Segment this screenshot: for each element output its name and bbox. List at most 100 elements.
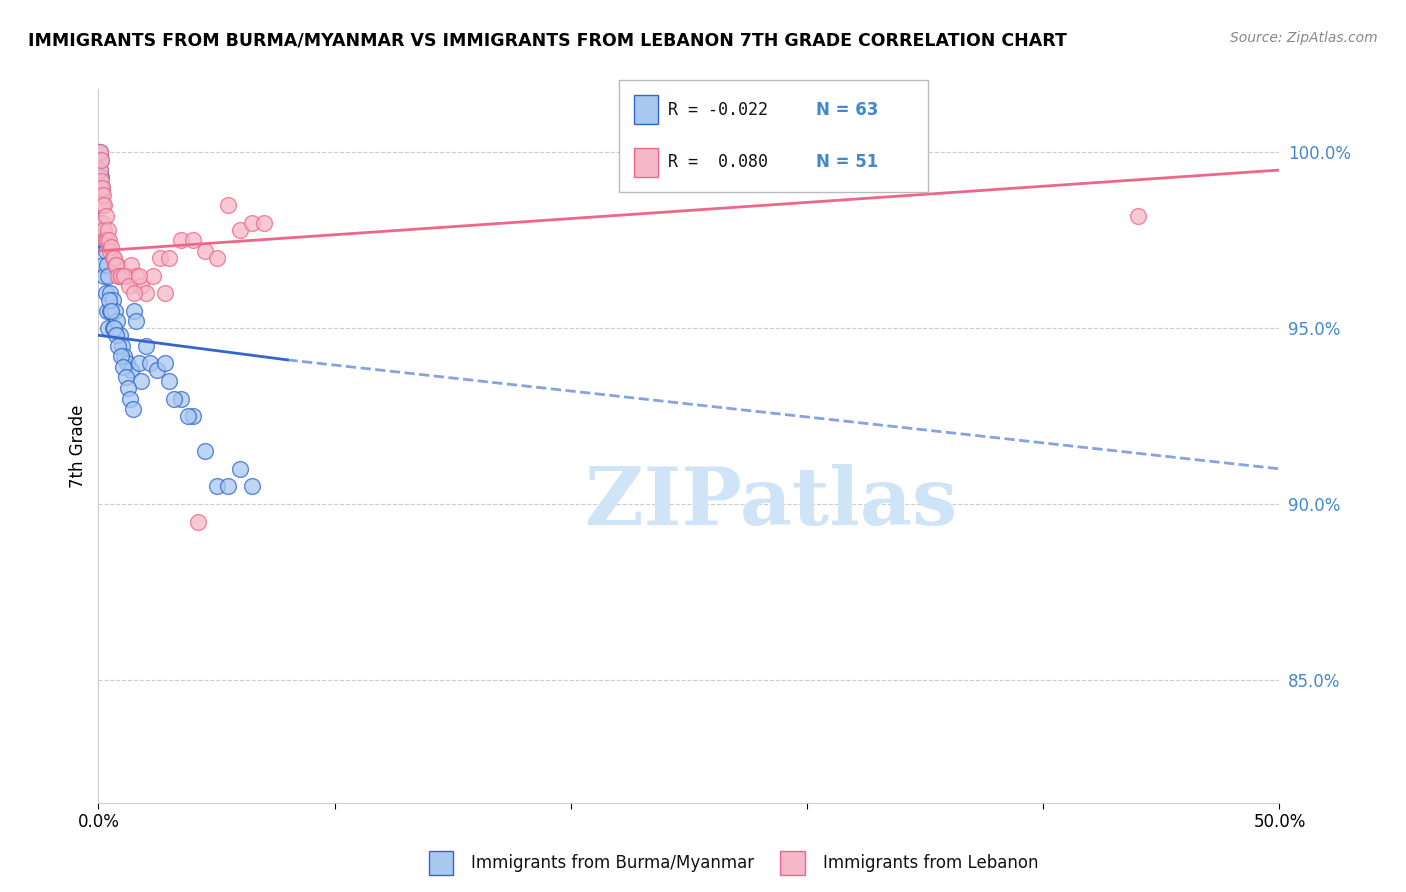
Point	[170, 233, 193, 247]
Point	[120, 392, 142, 406]
Point	[98, 293, 121, 307]
Point	[89, 180, 111, 194]
Text: Immigrants from Lebanon: Immigrants from Lebanon	[823, 854, 1038, 872]
Point	[101, 251, 124, 265]
Point	[240, 479, 263, 493]
Point	[170, 392, 193, 406]
Point	[146, 363, 169, 377]
Point	[112, 350, 135, 364]
Point	[101, 321, 124, 335]
Point	[98, 303, 121, 318]
Point	[98, 244, 121, 258]
Point	[90, 173, 112, 187]
Point	[135, 286, 157, 301]
Point	[91, 187, 114, 202]
Y-axis label: 7th Grade: 7th Grade	[69, 404, 87, 488]
Point	[96, 303, 118, 318]
Point	[125, 314, 148, 328]
Point	[96, 258, 118, 272]
Text: Source: ZipAtlas.com: Source: ZipAtlas.com	[1230, 31, 1378, 45]
Text: N = 63: N = 63	[815, 101, 879, 119]
Point	[93, 268, 115, 283]
Point	[91, 223, 114, 237]
Point	[91, 180, 114, 194]
Point	[253, 216, 276, 230]
Point	[115, 356, 138, 370]
Point	[98, 233, 121, 247]
Point	[110, 350, 132, 364]
Point	[105, 314, 128, 328]
Point	[105, 328, 128, 343]
Point	[90, 233, 112, 247]
Point	[93, 223, 115, 237]
Point	[157, 374, 180, 388]
Point	[105, 258, 128, 272]
Point	[89, 198, 111, 212]
Point	[91, 258, 114, 272]
Point	[125, 268, 148, 283]
Point	[97, 223, 120, 237]
Point	[135, 339, 157, 353]
FancyBboxPatch shape	[780, 851, 804, 875]
Point	[187, 515, 209, 529]
Point	[104, 258, 127, 272]
Point	[110, 268, 132, 283]
Point	[217, 479, 239, 493]
Point	[177, 409, 200, 424]
Point	[90, 153, 112, 167]
Point	[229, 462, 252, 476]
Point	[157, 251, 180, 265]
Text: ZIPatlas: ZIPatlas	[585, 464, 957, 542]
Point	[149, 251, 172, 265]
FancyBboxPatch shape	[429, 851, 454, 875]
Point	[1126, 209, 1149, 223]
Point	[122, 303, 145, 318]
Point	[94, 233, 117, 247]
Point	[129, 374, 152, 388]
Point	[112, 268, 135, 283]
Text: N = 51: N = 51	[815, 153, 879, 171]
Point	[91, 198, 114, 212]
Point	[217, 198, 239, 212]
Point	[128, 356, 150, 370]
Point	[89, 145, 111, 160]
Point	[181, 233, 204, 247]
Point	[94, 244, 117, 258]
Point	[153, 286, 176, 301]
Point	[229, 223, 252, 237]
FancyBboxPatch shape	[634, 148, 658, 177]
Text: IMMIGRANTS FROM BURMA/MYANMAR VS IMMIGRANTS FROM LEBANON 7TH GRADE CORRELATION C: IMMIGRANTS FROM BURMA/MYANMAR VS IMMIGRA…	[28, 31, 1067, 49]
Point	[101, 293, 124, 307]
Point	[121, 402, 143, 417]
Point	[91, 198, 114, 212]
Point	[240, 216, 263, 230]
Point	[96, 233, 118, 247]
Point	[103, 251, 125, 265]
Point	[91, 216, 114, 230]
Point	[93, 233, 115, 247]
Point	[108, 268, 131, 283]
Point	[89, 216, 111, 230]
Point	[98, 286, 121, 301]
Point	[121, 258, 143, 272]
FancyBboxPatch shape	[634, 95, 658, 124]
Point	[121, 363, 143, 377]
Point	[163, 392, 186, 406]
Point	[89, 145, 111, 160]
Point	[205, 251, 228, 265]
Point	[94, 286, 117, 301]
Point	[89, 163, 111, 178]
Point	[90, 187, 112, 202]
Point	[90, 153, 112, 167]
Point	[100, 240, 122, 254]
Point	[114, 370, 136, 384]
Point	[115, 268, 138, 283]
Point	[104, 303, 127, 318]
Point	[91, 180, 114, 194]
Point	[194, 444, 217, 458]
Point	[122, 286, 145, 301]
Point	[94, 209, 117, 223]
Point	[139, 356, 162, 370]
Text: R = -0.022: R = -0.022	[668, 101, 768, 119]
Point	[97, 321, 120, 335]
